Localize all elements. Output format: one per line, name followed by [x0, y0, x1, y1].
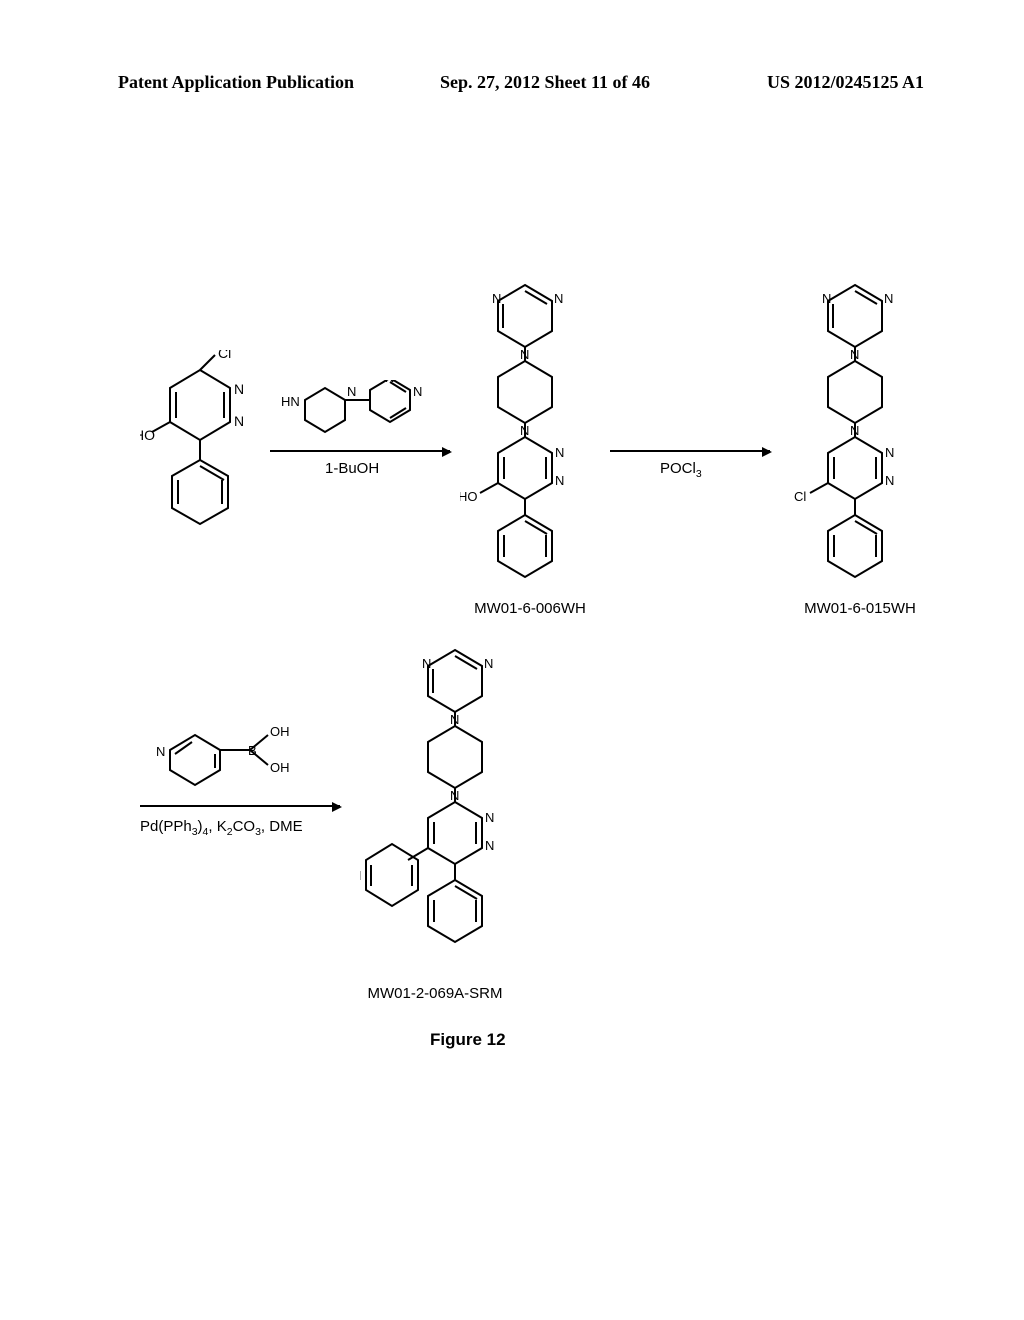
reaction-arrow-1 [270, 450, 450, 452]
svg-text:N: N [485, 810, 494, 825]
reagent-pyridylboronic-acid: N B OH OH [150, 720, 320, 800]
svg-text:N: N [554, 291, 563, 306]
svg-text:N: N [520, 347, 529, 362]
svg-text:Cl: Cl [218, 350, 231, 361]
reaction-arrow-3 [140, 805, 340, 807]
svg-text:B: B [248, 743, 257, 758]
svg-text:N: N [422, 656, 431, 671]
svg-text:N: N [385, 380, 394, 385]
structure-mw01-6-006wh: N N N N N N HO [460, 275, 590, 595]
svg-text:N: N [555, 473, 564, 488]
svg-text:HO: HO [140, 427, 155, 443]
svg-text:N: N [413, 384, 422, 399]
reaction-arrow-2 [610, 450, 770, 452]
svg-text:N: N [850, 423, 859, 438]
svg-text:Cl: Cl [794, 489, 806, 504]
reagent-suzuki-conditions: Pd(PPh3)4, K2CO3, DME [140, 818, 303, 838]
svg-text:N: N [850, 347, 859, 362]
svg-text:OH: OH [270, 724, 290, 739]
svg-text:N: N [485, 838, 494, 853]
svg-text:N: N [555, 445, 564, 460]
reagent-pocl3: POCl3 [660, 460, 702, 480]
header-publication-number: US 2012/0245125 A1 [767, 72, 924, 93]
header-date-sheet: Sep. 27, 2012 Sheet 11 of 46 [440, 72, 650, 93]
reagent-solvent-1: 1-BuOH [325, 460, 379, 477]
figure-caption: Figure 12 [430, 1030, 506, 1050]
reagent-piperazinylpyrimidine: HN N N N [275, 380, 445, 440]
svg-text:N: N [360, 868, 361, 883]
svg-text:N: N [885, 473, 894, 488]
header-publication-type: Patent Application Publication [118, 72, 354, 93]
svg-text:N: N [156, 744, 165, 759]
svg-text:HO: HO [460, 489, 478, 504]
svg-text:N: N [492, 291, 501, 306]
svg-text:N: N [234, 413, 244, 429]
svg-text:HN: HN [281, 394, 300, 409]
svg-text:OH: OH [270, 760, 290, 775]
svg-text:N: N [484, 656, 493, 671]
label-mw01-6-015wh: MW01-6-015WH [800, 600, 920, 617]
label-mw01-6-006wh: MW01-6-006WH [470, 600, 590, 617]
structure-mw01-2-069a-srm: N N N N N N N [360, 640, 520, 980]
svg-text:N: N [885, 445, 894, 460]
svg-text:N: N [347, 384, 356, 399]
svg-text:N: N [450, 712, 459, 727]
svg-text:N: N [884, 291, 893, 306]
svg-text:N: N [520, 423, 529, 438]
svg-text:N: N [234, 381, 244, 397]
svg-text:N: N [822, 291, 831, 306]
structure-start-chlorohydroxy: Cl N N HO [140, 350, 260, 570]
label-mw01-2-069a-srm: MW01-2-069A-SRM [355, 985, 515, 1002]
svg-text:N: N [450, 788, 459, 803]
structure-mw01-6-015wh: N N N N N N Cl [790, 275, 920, 595]
